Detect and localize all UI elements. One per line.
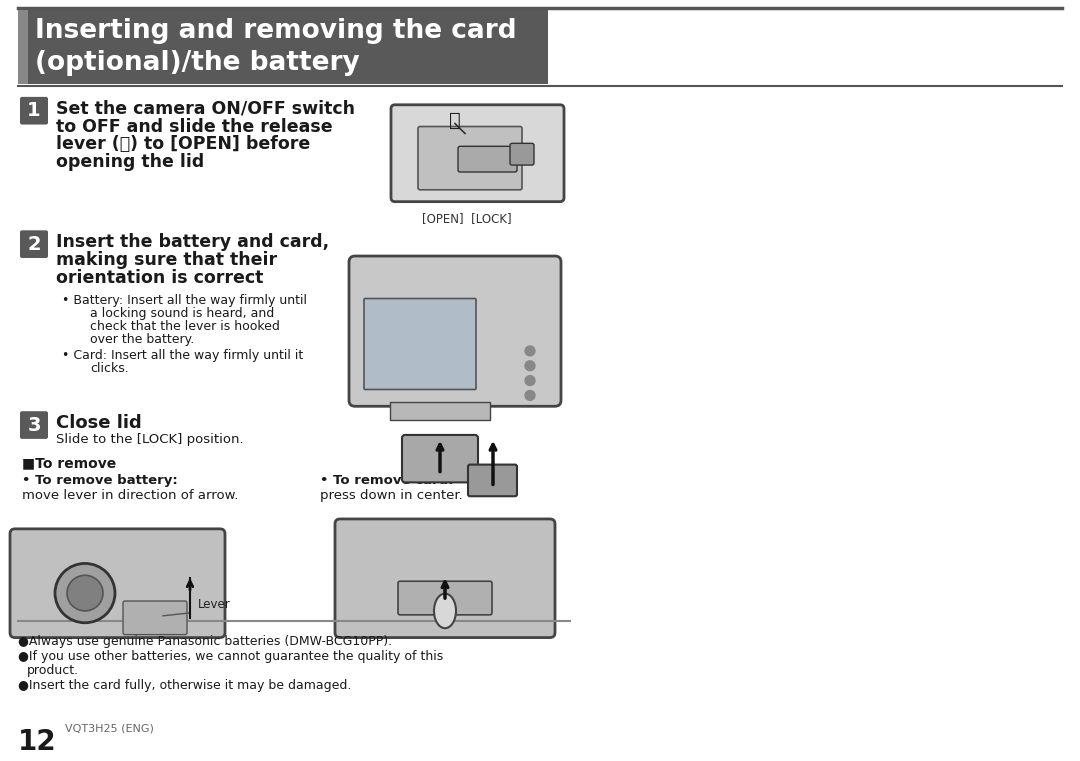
Ellipse shape (434, 594, 456, 628)
Text: product.: product. (27, 664, 79, 677)
Text: move lever in direction of arrow.: move lever in direction of arrow. (22, 489, 239, 502)
FancyBboxPatch shape (458, 146, 517, 172)
Text: • Battery: Insert all the way firmly until: • Battery: Insert all the way firmly unt… (62, 294, 307, 307)
FancyBboxPatch shape (21, 231, 48, 258)
FancyBboxPatch shape (364, 298, 476, 390)
FancyBboxPatch shape (390, 403, 490, 420)
Circle shape (525, 376, 535, 386)
FancyBboxPatch shape (335, 519, 555, 638)
FancyBboxPatch shape (10, 529, 225, 638)
FancyBboxPatch shape (510, 143, 534, 165)
Circle shape (525, 361, 535, 371)
FancyBboxPatch shape (18, 10, 548, 84)
Text: check that the lever is hooked: check that the lever is hooked (90, 320, 280, 333)
Text: 2: 2 (27, 234, 41, 253)
Text: • To remove card:: • To remove card: (320, 474, 454, 488)
Text: lever (Ⓐ) to [OPEN] before: lever (Ⓐ) to [OPEN] before (56, 135, 310, 154)
Text: Inserting and removing the card: Inserting and removing the card (35, 18, 516, 44)
Text: making sure that their: making sure that their (56, 251, 278, 269)
Text: Lever: Lever (198, 598, 231, 611)
Circle shape (55, 563, 114, 622)
Text: clicks.: clicks. (90, 361, 129, 374)
Text: Ⓐ: Ⓐ (449, 110, 461, 129)
Text: Set the camera ON/OFF switch: Set the camera ON/OFF switch (56, 100, 355, 118)
FancyBboxPatch shape (18, 10, 28, 84)
Text: ●Insert the card fully, otherwise it may be damaged.: ●Insert the card fully, otherwise it may… (18, 679, 351, 692)
Text: Close lid: Close lid (56, 414, 141, 432)
Text: 3: 3 (27, 416, 41, 435)
FancyBboxPatch shape (399, 581, 492, 615)
Text: VQT3H25 (ENG): VQT3H25 (ENG) (65, 724, 153, 734)
FancyBboxPatch shape (21, 411, 48, 439)
FancyBboxPatch shape (391, 105, 564, 202)
FancyBboxPatch shape (418, 126, 522, 189)
Text: 1: 1 (27, 101, 41, 120)
Text: a locking sound is heard, and: a locking sound is heard, and (90, 307, 274, 320)
Circle shape (525, 346, 535, 356)
Text: • Card: Insert all the way firmly until it: • Card: Insert all the way firmly until … (62, 349, 303, 362)
Text: opening the lid: opening the lid (56, 153, 204, 171)
FancyBboxPatch shape (468, 465, 517, 496)
Text: press down in center.: press down in center. (320, 489, 462, 502)
Text: ■To remove: ■To remove (22, 457, 117, 471)
Text: ●If you use other batteries, we cannot guarantee the quality of this: ●If you use other batteries, we cannot g… (18, 651, 443, 664)
Text: • To remove battery:: • To remove battery: (22, 474, 178, 488)
Text: [OPEN]  [LOCK]: [OPEN] [LOCK] (422, 212, 512, 225)
FancyBboxPatch shape (21, 97, 48, 125)
Text: over the battery.: over the battery. (90, 333, 194, 346)
Text: Slide to the [LOCK] position.: Slide to the [LOCK] position. (56, 433, 244, 446)
Circle shape (67, 575, 103, 611)
FancyBboxPatch shape (402, 435, 478, 482)
FancyBboxPatch shape (123, 601, 187, 635)
Text: ●Always use genuine Panasonic batteries (DMW-BCG10PP).: ●Always use genuine Panasonic batteries … (18, 635, 392, 648)
Text: 12: 12 (18, 728, 56, 756)
Circle shape (525, 390, 535, 400)
Text: Insert the battery and card,: Insert the battery and card, (56, 234, 329, 251)
FancyBboxPatch shape (349, 256, 561, 406)
Text: orientation is correct: orientation is correct (56, 269, 264, 287)
Text: to OFF and slide the release: to OFF and slide the release (56, 118, 333, 135)
Text: (optional)/the battery: (optional)/the battery (35, 50, 360, 76)
